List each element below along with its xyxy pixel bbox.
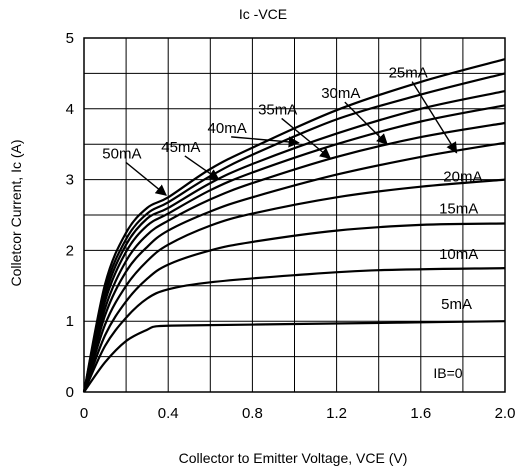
annotation-25mA: 25mA [389, 65, 428, 82]
annotation-40mA: 40mA [208, 120, 247, 137]
annotation-10mA: 10mA [439, 246, 478, 263]
curves [82, 58, 506, 393]
chart-title: Ic -VCE [238, 6, 288, 22]
tick-labels: 0 0.4 0.8 1.2 1.6 2.0 0 1 2 3 4 5 [66, 30, 516, 422]
annotation-5mA: 5mA [441, 296, 472, 313]
plot-frame [83, 37, 506, 393]
annotation-20mA: 20mA [443, 169, 482, 186]
annotations: 5mA 10mA 15mA 20mA 25mA 30mA 35mA 40mA 45mA 50mA [102, 65, 482, 314]
annotation-30mA: 30mA [321, 85, 360, 102]
annotation-arrow [281, 117, 332, 160]
annotation-arrow [411, 81, 458, 154]
ib-zero-label: IB=0 [433, 365, 462, 381]
curve-40mA [82, 90, 506, 393]
curve-15mA [82, 222, 506, 393]
x-tick-label: 1.2 [326, 405, 347, 422]
curve-50mA [82, 58, 506, 393]
x-tick-label: 0.8 [242, 405, 263, 422]
y-tick-label: 0 [66, 384, 74, 401]
y-tick-label: 2 [66, 242, 74, 259]
annotation-arrow [125, 161, 167, 196]
curve-35mA [82, 104, 506, 393]
curve-5mA [83, 320, 506, 393]
annotation-45mA: 45mA [161, 139, 200, 156]
y-tick-label: 5 [66, 30, 74, 47]
x-axis-label: Collector to Emitter Voltage, VCE (V) [178, 450, 408, 466]
grid-lines [83, 37, 506, 393]
x-tick-label: 0.4 [158, 405, 179, 422]
curve-30mA [82, 121, 506, 393]
curve-10mA [82, 267, 506, 393]
annotation-50mA: 50mA [102, 145, 141, 162]
annotation-arrow [184, 155, 220, 181]
x-tick-label: 1.6 [410, 405, 431, 422]
y-tick-label: 1 [66, 313, 74, 330]
x-tick-label: 2.0 [495, 405, 516, 422]
annotation-arrow [231, 136, 300, 148]
curve-20mA [82, 178, 506, 393]
annotation-15mA: 15mA [439, 201, 478, 218]
annotation-arrow [344, 101, 388, 145]
y-tick-label: 3 [66, 172, 74, 189]
y-tick-label: 4 [66, 101, 74, 118]
x-tick-label: 0 [80, 405, 88, 422]
curve-25mA [82, 141, 506, 393]
curve-45mA [82, 72, 506, 393]
annotation-35mA: 35mA [258, 101, 297, 118]
